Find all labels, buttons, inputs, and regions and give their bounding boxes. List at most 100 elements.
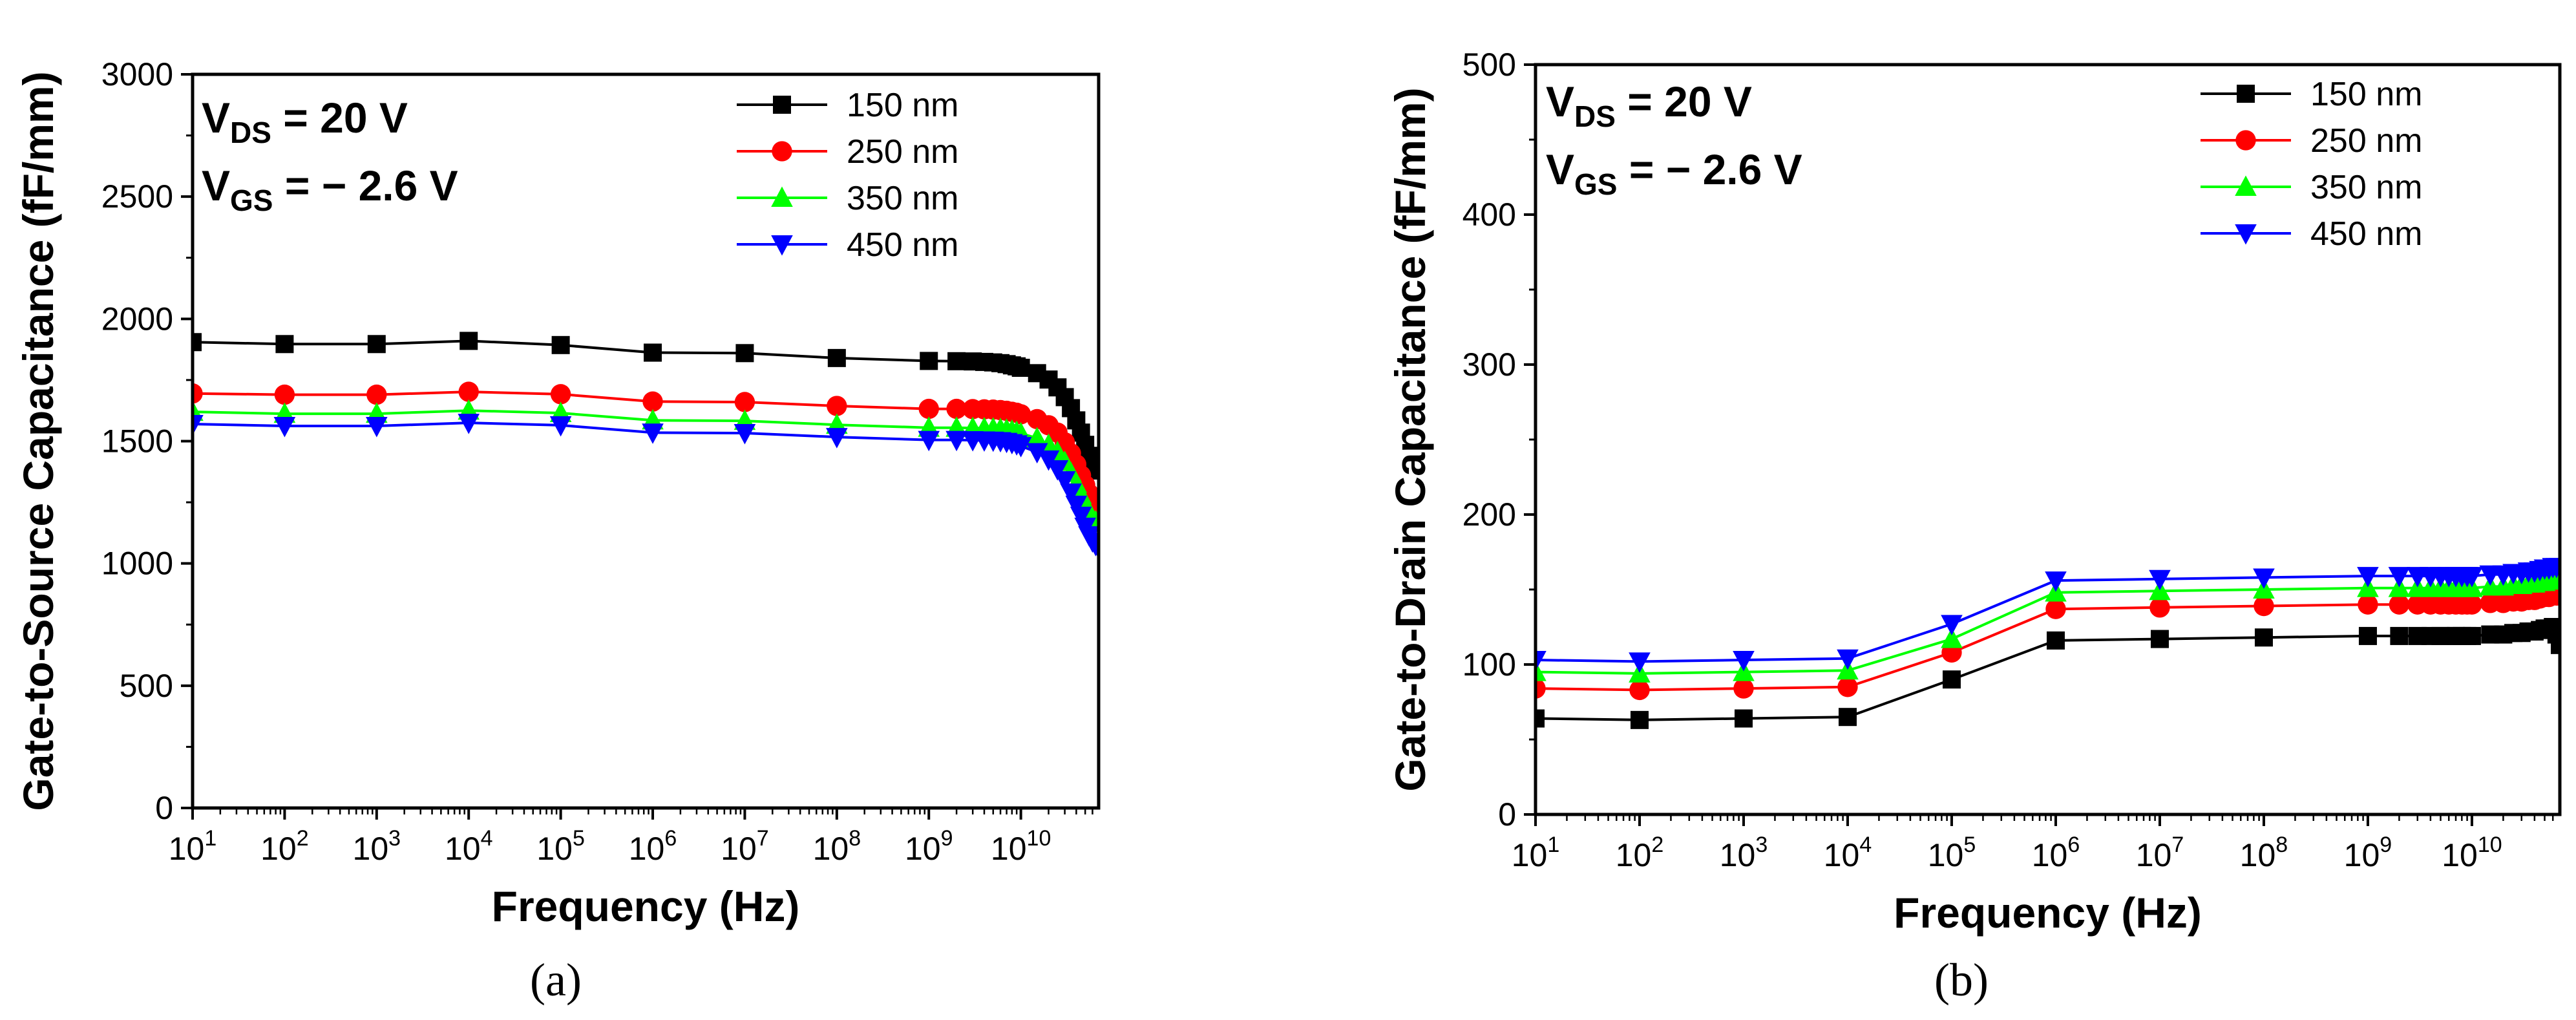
data-point (275, 335, 294, 354)
series-450-nm (193, 414, 1099, 559)
data-point (1838, 708, 1857, 727)
data-point (1090, 461, 1099, 480)
data-point (1536, 709, 1545, 728)
data-point (367, 335, 386, 354)
series-line (193, 421, 1099, 549)
x-axis-title: Frequency (Hz) (1894, 889, 2202, 937)
data-point (1629, 652, 1651, 673)
data-point (550, 384, 571, 405)
data-point (2150, 630, 2169, 648)
y-tick-label: 0 (1498, 796, 1516, 833)
y-axis-title: Gate-to-Source Capacitance (fF/mm) (14, 71, 62, 811)
data-point (826, 428, 848, 449)
x-tick-label: 101 (169, 826, 217, 867)
data-point (1046, 460, 1069, 481)
x-tick-label: 107 (721, 826, 769, 867)
data-point (827, 348, 846, 367)
x-tick-label: 1010 (2442, 833, 2502, 873)
legend-label: 150 nm (847, 87, 958, 124)
data-point (2149, 569, 2171, 591)
data-point (458, 381, 479, 402)
data-point (1630, 710, 1649, 729)
legend: 150 nm 250 nm 350 nm 450 nm (737, 87, 958, 264)
data-point (1009, 437, 1032, 458)
y-tick-label: 100 (1462, 646, 1516, 683)
data-point (2389, 594, 2410, 615)
data-point (2388, 567, 2411, 588)
data-point (773, 96, 791, 114)
data-point (947, 352, 966, 370)
data-point (1088, 538, 1099, 559)
y-tick-label: 300 (1462, 346, 1516, 383)
y-tick-label: 2500 (101, 178, 173, 215)
data-point (1065, 495, 1088, 516)
legend-label: 350 nm (2310, 169, 2422, 206)
x-tick-label: 109 (905, 826, 953, 867)
data-point (642, 391, 663, 412)
data-point (458, 414, 480, 434)
y-tick-label: 400 (1462, 197, 1516, 233)
data-point (459, 332, 478, 350)
x-tick-label: 107 (2136, 833, 2184, 873)
x-tick-label: 101 (1512, 833, 1560, 873)
data-point (2253, 568, 2275, 589)
data-point (1941, 628, 1963, 648)
data-point (1837, 677, 1858, 697)
data-point (193, 415, 204, 436)
x-tick-label: 103 (1720, 833, 1768, 873)
legend-label: 350 nm (847, 180, 958, 217)
data-point (274, 384, 295, 405)
series-150-nm (1536, 618, 2560, 729)
data-point (551, 335, 570, 354)
panel-caption: (a) (530, 954, 582, 1006)
x-tick-label: 105 (1928, 833, 1976, 873)
data-point (2461, 567, 2483, 588)
x-tick-label: 108 (2240, 833, 2288, 873)
data-point (2254, 595, 2274, 617)
data-point (1837, 649, 1859, 670)
data-point (1053, 471, 1076, 492)
data-point (2358, 594, 2378, 615)
data-point (918, 398, 939, 420)
data-point (2045, 599, 2066, 619)
data-point (827, 396, 847, 416)
x-axis-title: Frequency (Hz) (492, 882, 800, 930)
condition-label: VGS = − 2.6 V (202, 162, 458, 217)
x-tick-label: 108 (813, 826, 861, 867)
data-point (1536, 678, 1546, 699)
data-point (2235, 224, 2257, 245)
data-point (1010, 404, 1031, 425)
data-point (193, 383, 203, 404)
data-point (366, 417, 388, 438)
data-point (1060, 483, 1082, 504)
data-point (366, 384, 387, 405)
data-point (1011, 359, 1030, 377)
series-450-nm (1536, 558, 2560, 673)
data-point (1941, 615, 1963, 635)
data-point (1536, 651, 1547, 672)
data-point (1026, 427, 1048, 447)
data-point (734, 392, 755, 412)
data-point (2551, 635, 2560, 654)
y-tick-label: 1500 (101, 423, 173, 460)
data-point (644, 343, 662, 362)
chart-panel-b: 0 100 200 300 400 500 101 102 103 104 105 106 107 108… (1386, 47, 2562, 1006)
data-point (2254, 628, 2273, 647)
data-point (2462, 594, 2482, 615)
x-tick-label: 1010 (991, 826, 1051, 867)
data-point (1733, 678, 1754, 699)
data-point (945, 430, 967, 452)
data-point (2046, 631, 2065, 650)
data-point (1733, 651, 1755, 672)
data-point (920, 352, 938, 370)
y-tick-label: 200 (1462, 496, 1516, 533)
data-point (735, 344, 754, 363)
x-tick-label: 102 (260, 826, 309, 867)
x-tick-label: 104 (1824, 833, 1872, 873)
series-250-nm (193, 381, 1099, 514)
data-point (771, 235, 793, 256)
data-point (549, 416, 572, 437)
legend-label: 150 nm (2310, 76, 2422, 113)
y-tick-label: 500 (1462, 47, 1516, 83)
